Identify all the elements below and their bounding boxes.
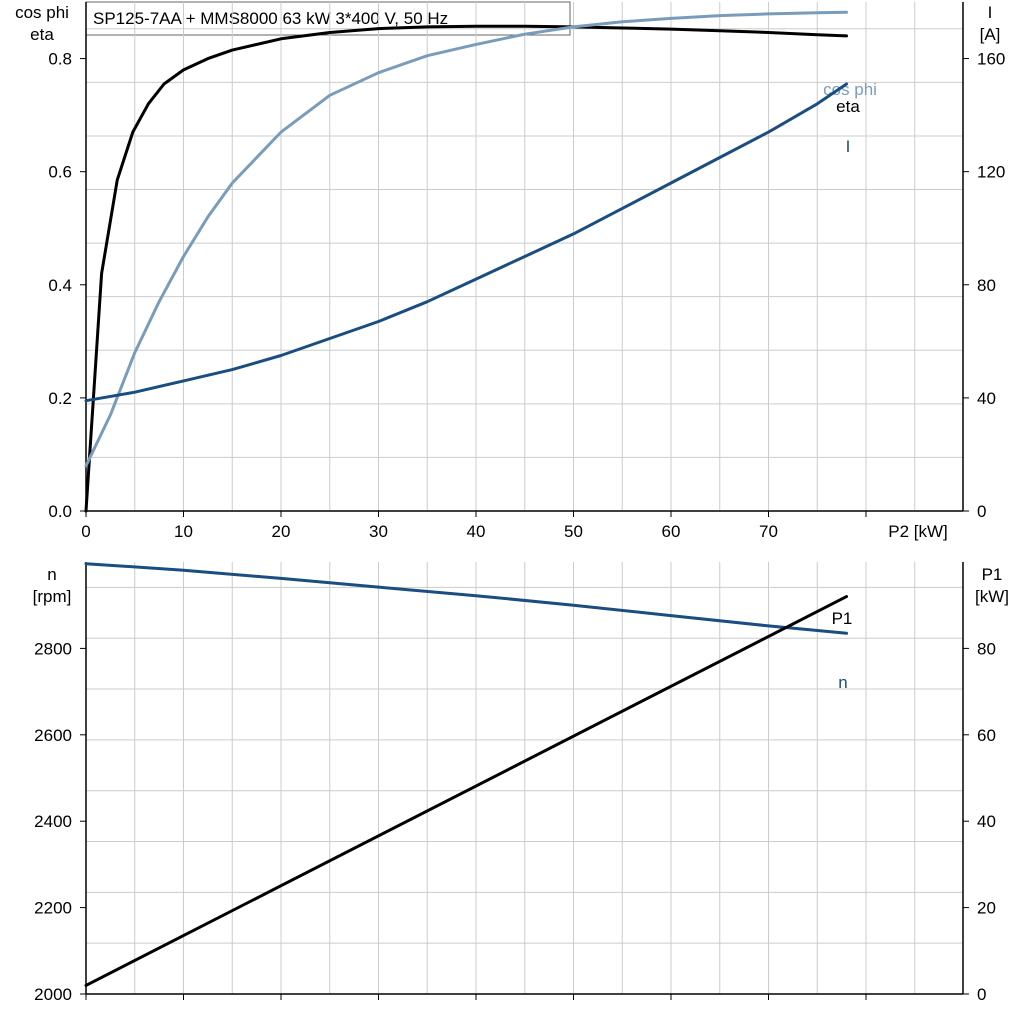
series-label-p1: P1 bbox=[832, 609, 853, 628]
series-line-n bbox=[84, 562, 848, 635]
y-right-tick-label: 40 bbox=[977, 812, 996, 831]
y-right-axis-label: P1 bbox=[982, 565, 1003, 584]
bottom-panel: 2000 2200 2400 2600 2800 0 20 40 60 80 n [rpm] P1 [kW… bbox=[33, 562, 1009, 1004]
y-right-axis-label: I bbox=[988, 3, 993, 22]
x-tick-label: 30 bbox=[369, 522, 388, 541]
y-right-axis-label: [A] bbox=[980, 25, 1001, 44]
top-panel: 0 10 20 30 40 50 60 70 P2 [kW] 0.0 0.2 0.4 0.6 0.8 0 40… bbox=[15, 2, 1005, 541]
y-left-axis-label: eta bbox=[30, 25, 54, 44]
y-left-axis-label: [rpm] bbox=[33, 587, 72, 606]
x-axis-label: P2 [kW] bbox=[888, 522, 948, 541]
y-left-tick-label: 0.0 bbox=[48, 502, 72, 521]
x-tick-label: 50 bbox=[564, 522, 583, 541]
y-right-tick-label: 80 bbox=[977, 639, 996, 658]
chart-title: SP125-7AA + MMS8000 63 kW 3*400 V, 50 Hz bbox=[93, 9, 448, 28]
series-label-cos-phi: cos phi bbox=[823, 80, 877, 99]
series-label-eta: eta bbox=[836, 97, 860, 116]
y-left-axis-label: cos phi bbox=[15, 3, 69, 22]
y-right-tick-label: 60 bbox=[977, 726, 996, 745]
x-tick-label: 0 bbox=[81, 522, 90, 541]
series-label-i: I bbox=[846, 137, 851, 156]
y-right-tick-label: 40 bbox=[977, 389, 996, 408]
y-left-axis-label: n bbox=[47, 565, 56, 584]
series-label-n: n bbox=[838, 673, 847, 692]
grid-lines bbox=[85, 562, 963, 994]
y-left-tick-label: 0.2 bbox=[48, 389, 72, 408]
y-right-tick-label: 120 bbox=[977, 163, 1005, 182]
y-right-tick-label: 0 bbox=[977, 502, 986, 521]
y-right-tick-label: 80 bbox=[977, 276, 996, 295]
y-left-tick-label: 2800 bbox=[34, 639, 72, 658]
x-tick-label: 70 bbox=[759, 522, 778, 541]
series-line-p1 bbox=[84, 595, 848, 987]
y-right-axis-label: [kW] bbox=[975, 587, 1009, 606]
x-tick-label: 20 bbox=[272, 522, 291, 541]
title-box-frame bbox=[85, 1, 571, 36]
series-line-cos-phi bbox=[84, 10, 848, 468]
y-right-tick-label: 20 bbox=[977, 899, 996, 918]
x-tick-label: 60 bbox=[662, 522, 681, 541]
y-left-tick-label: 2200 bbox=[34, 899, 72, 918]
y-left-tick-label: 0.6 bbox=[48, 163, 72, 182]
x-tick-label: 10 bbox=[174, 522, 193, 541]
x-tick-label: 40 bbox=[467, 522, 486, 541]
y-left-tick-label: 2400 bbox=[34, 812, 72, 831]
series-line-i bbox=[84, 82, 848, 403]
y-right-tick-label: 0 bbox=[977, 985, 986, 1004]
y-left-tick-label: 0.4 bbox=[48, 276, 72, 295]
y-right-tick-label: 160 bbox=[977, 50, 1005, 69]
y-left-tick-label: 2600 bbox=[34, 726, 72, 745]
title-box: SP125-7AA + MMS8000 63 kW 3*400 V, 50 Hz bbox=[85, 1, 571, 36]
y-left-tick-label: 0.8 bbox=[48, 50, 72, 69]
y-left-tick-label: 2000 bbox=[34, 985, 72, 1004]
series-line-eta bbox=[84, 24, 848, 513]
